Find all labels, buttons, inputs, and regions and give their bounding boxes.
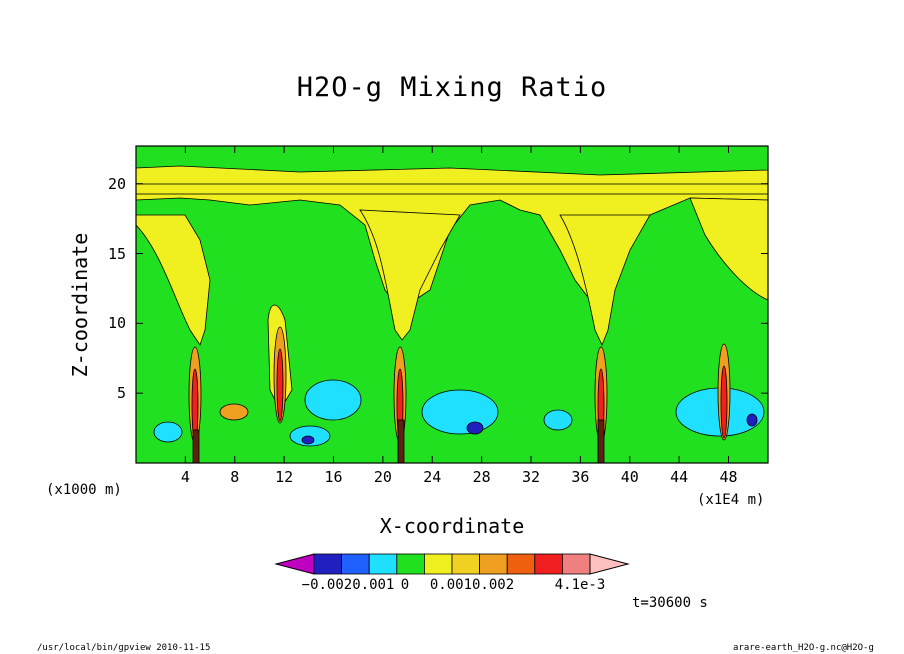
contour-yellow-plume (136, 214, 211, 346)
colorbar-label: 0 (400, 577, 410, 593)
contour-yellow-plume (359, 209, 461, 341)
contour-dark-core (397, 419, 405, 463)
x-tick-label: 44 (670, 468, 689, 486)
colorbar-segment (423, 553, 453, 575)
colorbar-segment (562, 553, 591, 575)
colorbar-segment (534, 553, 563, 575)
contour-upper-green (136, 146, 768, 176)
contour-field (136, 146, 768, 463)
contour-cyan-patch (153, 421, 183, 443)
contour-dark-core (192, 429, 200, 463)
time-label: t=30600 s (632, 595, 708, 611)
x-axis-unit-right: (x1E4 m) (697, 492, 765, 508)
x-tick-label: 24 (423, 468, 442, 486)
x-tick-label: 48 (719, 468, 738, 486)
colorbar-segment (313, 553, 343, 575)
colorbar-arrow-low (274, 553, 315, 575)
y-tick-label: 5 (116, 384, 126, 403)
contour-orange-blob (219, 403, 249, 421)
x-tick-label: 32 (521, 468, 541, 486)
x-tick-label: 4 (180, 468, 190, 486)
x-tick-label: 36 (571, 468, 590, 486)
footer-right: arare-earth_H2O-g.nc@H2O-g (733, 643, 874, 653)
x-tick-label: 28 (472, 468, 491, 486)
y-tick-label: 20 (107, 174, 126, 193)
contour-green-region (136, 197, 768, 463)
contour-cyan-patch (543, 409, 573, 431)
contour-yellow-plume (559, 214, 651, 347)
contour-dark-core (597, 419, 605, 463)
y-tick-label: 10 (107, 314, 126, 333)
x-tick-label: 12 (275, 468, 294, 486)
colorbar-arrow-high (589, 553, 630, 575)
colorbar-label: 4.1e-3 (554, 577, 606, 593)
contour-blue-patch (301, 435, 315, 445)
contour-red-core (720, 365, 728, 439)
colorbar-segment (479, 553, 508, 575)
contour-red-core (276, 348, 284, 422)
colorbar-segment (368, 553, 398, 575)
chart-title: H2O-g Mixing Ratio (296, 72, 608, 103)
contour-blue-patch (466, 421, 484, 435)
colorbar-label: −0.0020.001 (301, 577, 395, 593)
colorbar-segment (506, 553, 536, 575)
y-tick-label: 15 (107, 244, 126, 263)
x-tick-label: 8 (230, 468, 240, 486)
footer-left: /usr/local/bin/gpview 2010-11-15 (37, 643, 211, 653)
x-tick-label: 20 (373, 468, 392, 486)
x-tick-label: 16 (324, 468, 343, 486)
x-tick-label: 40 (620, 468, 639, 486)
x-axis-unit-left: (x1000 m) (46, 482, 122, 498)
colorbar-segment (341, 553, 370, 575)
plot-frame (135, 145, 769, 464)
contour-tropopause-band (136, 183, 768, 195)
x-axis-label: X-coordinate (379, 514, 525, 538)
colorbar-label: 0.0010.002 (429, 577, 515, 593)
contour-blue-patch (746, 413, 758, 427)
colorbar-segment (451, 553, 481, 575)
contour-cyan-patch (304, 379, 362, 421)
colorbar-segment (396, 553, 425, 575)
contour-cyan-patch (421, 389, 499, 435)
